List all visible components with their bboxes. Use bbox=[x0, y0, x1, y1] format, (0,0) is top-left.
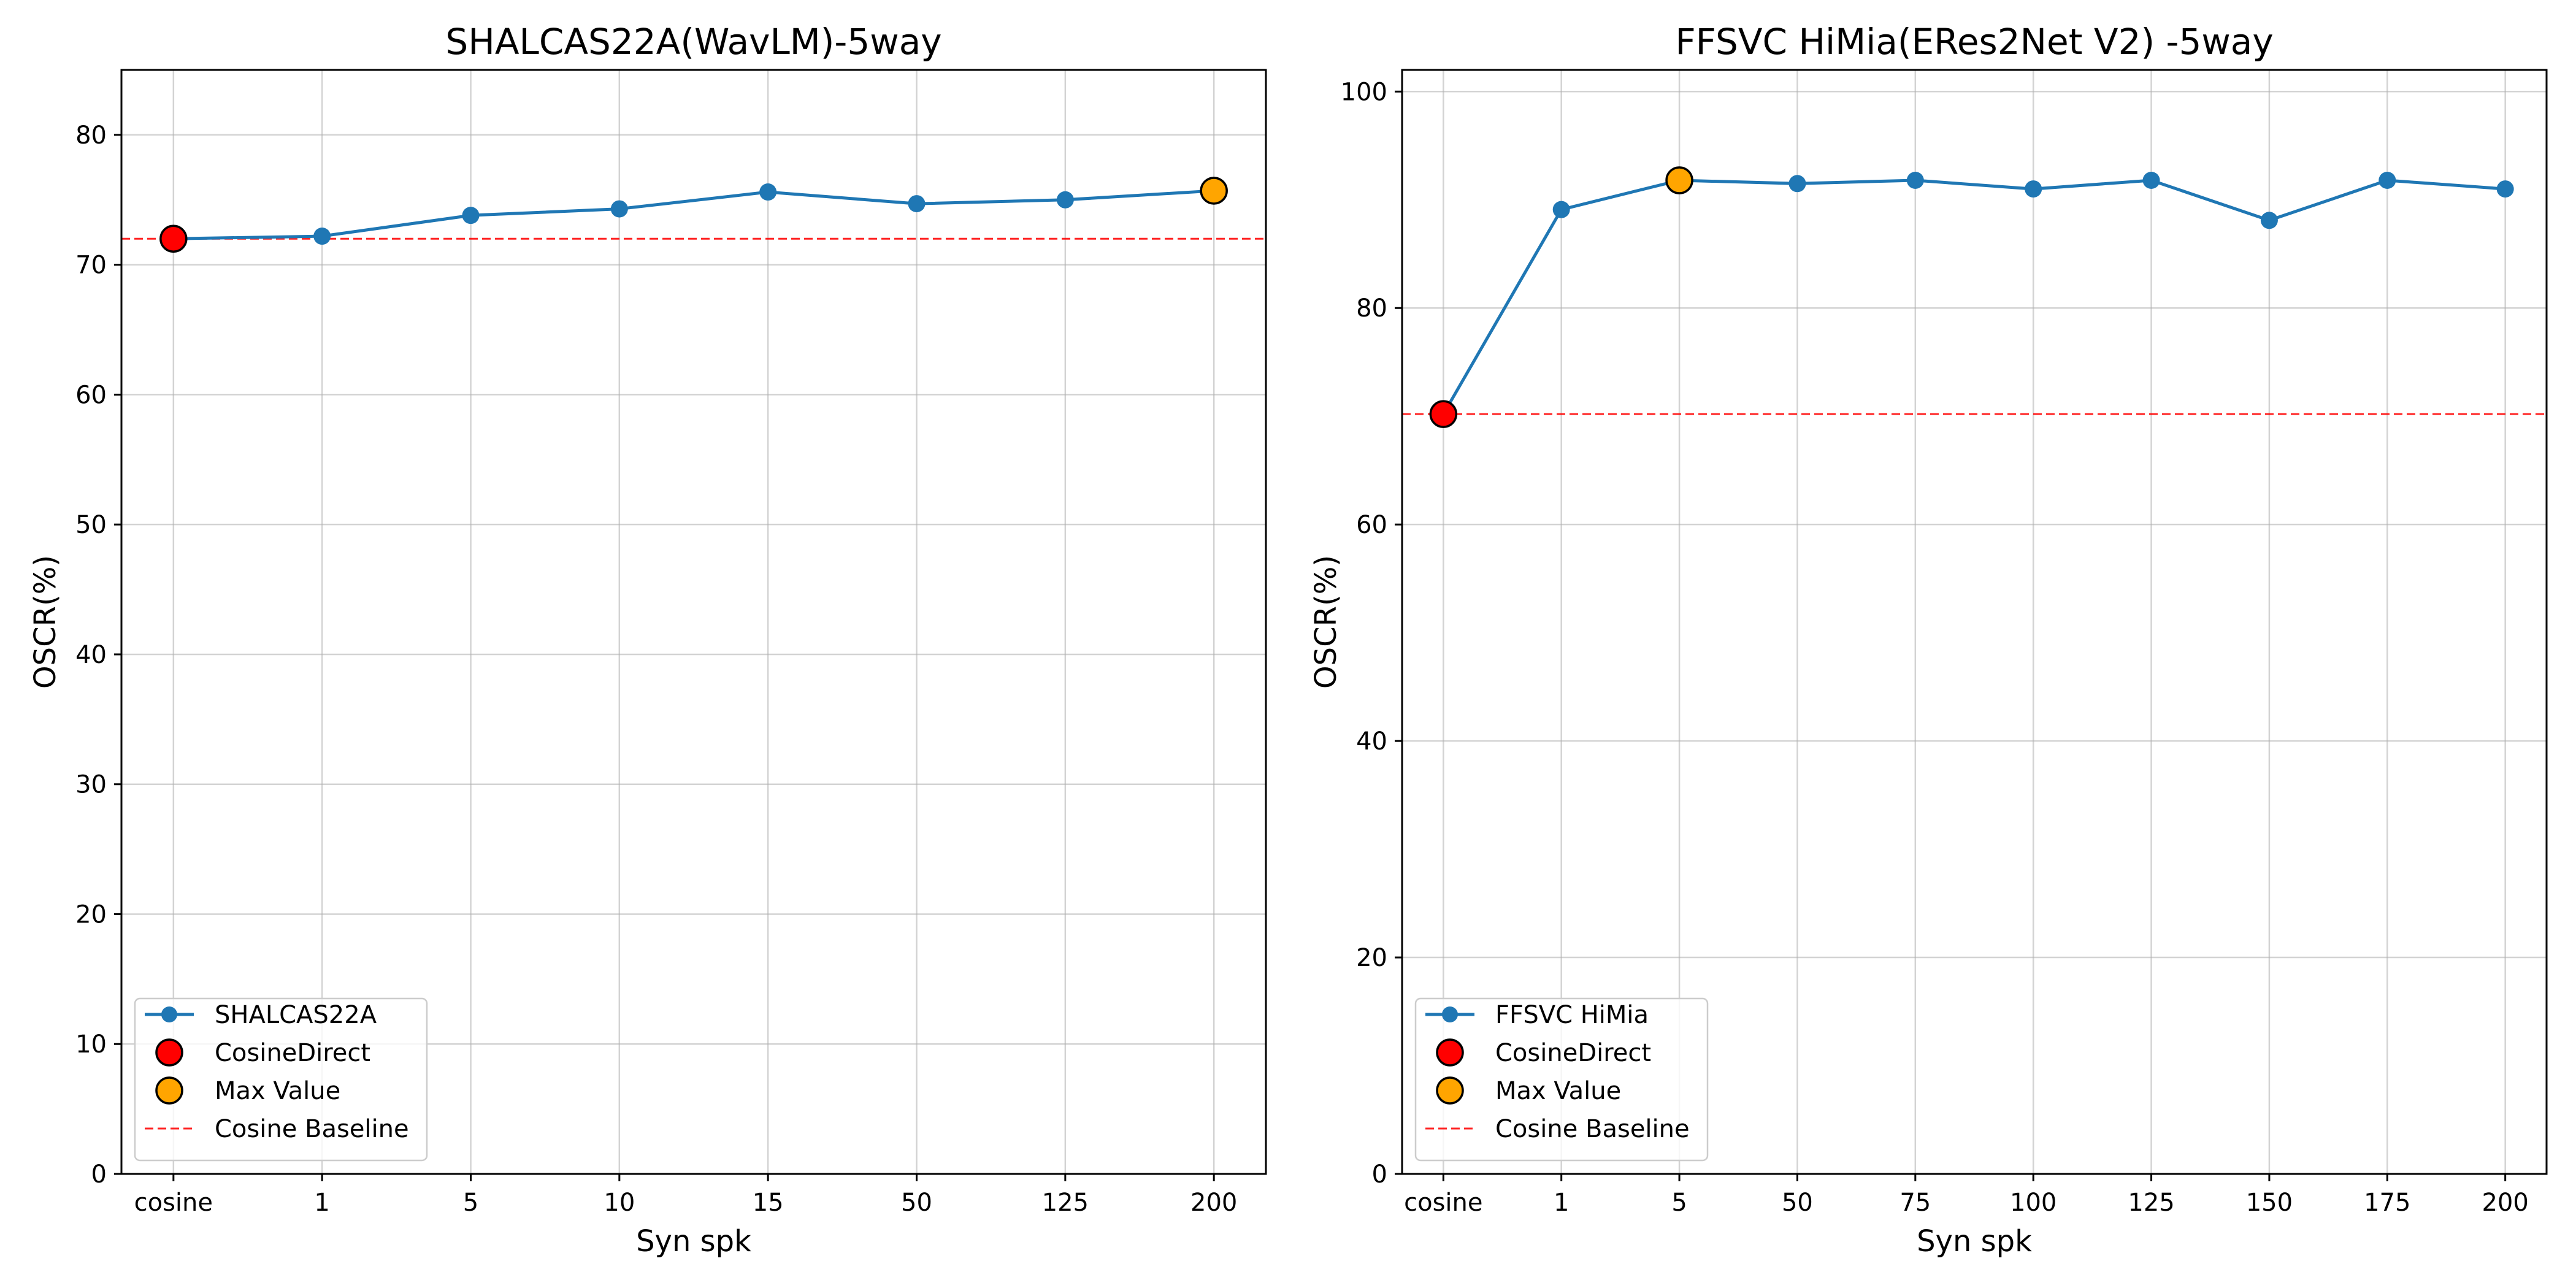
y-tick-label: 0 bbox=[1372, 1160, 1387, 1189]
legend-series-label: SHALCAS22A bbox=[215, 1001, 377, 1029]
series-line bbox=[173, 189, 1214, 240]
legend: SHALCAS22A CosineDirect Max Value Cosine Ba… bbox=[134, 997, 428, 1162]
plot-frame bbox=[120, 69, 1267, 1175]
legend-max-value-label: Max Value bbox=[215, 1077, 340, 1105]
chart-shalcas22a: cosine 1 5 10 15 50 125 20001020304050607080SHA… bbox=[28, 21, 1267, 1259]
x-tick-label: 15 bbox=[753, 1189, 784, 1217]
data-point bbox=[759, 183, 777, 201]
x-axis-label: Syn spk bbox=[636, 1224, 751, 1259]
y-tick-label: 70 bbox=[75, 251, 107, 280]
data-point bbox=[1552, 201, 1570, 218]
x-tick-label: cosine bbox=[134, 1189, 213, 1217]
data-point bbox=[2025, 180, 2042, 198]
data-point bbox=[2260, 212, 2278, 229]
y-tick-label: 20 bbox=[1356, 944, 1387, 972]
chart-ffsvc-himia: cosine 1 5 50 75 100 125 150 175 200 0 20 40 60 80 100 F… bbox=[1309, 21, 2548, 1259]
x-tick-label: 200 bbox=[2482, 1189, 2528, 1217]
data-point bbox=[2379, 172, 2396, 189]
data-point bbox=[1056, 191, 1074, 209]
data-point bbox=[462, 207, 480, 224]
legend-max-value-swatch bbox=[155, 1076, 183, 1105]
legend: FFSVC HiMia CosineDirect Max Value Cosine B… bbox=[1414, 997, 1709, 1162]
y-tick-label: 50 bbox=[75, 511, 107, 539]
x-tick-label: 150 bbox=[2246, 1189, 2293, 1217]
chart-title: FFSVC HiMia(ERes2Net V2) -5way bbox=[1675, 21, 2273, 63]
chart-title: SHALCAS22A(WavLM)-5way bbox=[445, 21, 941, 63]
legend-series-marker bbox=[161, 1006, 177, 1022]
legend-cosine-direct-label: CosineDirect bbox=[215, 1039, 370, 1067]
max-value-marker bbox=[1665, 166, 1693, 194]
x-axis-label: Syn spk bbox=[1917, 1224, 2032, 1259]
x-tick-label: 5 bbox=[1671, 1189, 1687, 1217]
x-tick-label: 175 bbox=[2364, 1189, 2410, 1217]
series-line bbox=[1442, 178, 2505, 415]
data-point bbox=[1906, 172, 1924, 189]
y-tick-label: 80 bbox=[1356, 294, 1387, 323]
x-tick-label: 10 bbox=[604, 1189, 635, 1217]
y-tick-label: 30 bbox=[75, 771, 107, 799]
legend-baseline-label: Cosine Baseline bbox=[1495, 1115, 1690, 1143]
y-tick-label: 40 bbox=[75, 641, 107, 669]
legend-baseline-label: Cosine Baseline bbox=[215, 1115, 409, 1143]
legend-series-marker bbox=[1442, 1006, 1458, 1022]
data-point bbox=[2496, 180, 2514, 198]
x-tick-label: 200 bbox=[1190, 1189, 1237, 1217]
y-tick-label: 60 bbox=[75, 381, 107, 409]
y-axis-label: OSCR(%) bbox=[28, 555, 63, 689]
legend-max-value-swatch bbox=[1436, 1076, 1464, 1105]
legend-cosine-direct-label: CosineDirect bbox=[1495, 1039, 1651, 1067]
y-tick-label: 60 bbox=[1356, 511, 1387, 539]
y-tick-label: 40 bbox=[1356, 727, 1387, 756]
y-axis-label: OSCR(%) bbox=[1309, 555, 1343, 689]
x-tick-label: 125 bbox=[2128, 1189, 2174, 1217]
x-tick-label: 125 bbox=[1042, 1189, 1089, 1217]
y-tick-label: 10 bbox=[75, 1030, 107, 1059]
x-tick-label: 75 bbox=[1899, 1189, 1931, 1217]
x-tick-label: 5 bbox=[463, 1189, 478, 1217]
cosine-direct-marker bbox=[159, 224, 188, 253]
data-point bbox=[313, 228, 331, 245]
y-tick-label: 100 bbox=[1341, 78, 1387, 106]
data-point bbox=[2142, 172, 2160, 189]
chart-0-grid bbox=[121, 70, 1266, 1175]
legend-box bbox=[1414, 997, 1709, 1162]
cosine-direct-marker bbox=[1429, 400, 1458, 428]
data-point bbox=[1788, 175, 1806, 193]
y-tick-label: 20 bbox=[75, 900, 107, 929]
x-tick-label: 50 bbox=[1782, 1189, 1813, 1217]
legend-cosine-direct-swatch bbox=[1436, 1038, 1464, 1067]
data-point bbox=[908, 195, 926, 213]
legend-max-value-label: Max Value bbox=[1495, 1077, 1621, 1105]
x-tick-label: 100 bbox=[2010, 1189, 2057, 1217]
chart-1-grid bbox=[1402, 70, 2547, 1175]
x-tick-label: 50 bbox=[901, 1189, 932, 1217]
max-value-marker bbox=[1200, 177, 1228, 205]
data-point bbox=[610, 200, 628, 218]
legend-series-label: FFSVC HiMia bbox=[1495, 1001, 1649, 1029]
x-tick-label: cosine bbox=[1404, 1189, 1482, 1217]
y-tick-label: 0 bbox=[91, 1160, 107, 1189]
x-tick-label: 1 bbox=[1554, 1189, 1569, 1217]
legend-box bbox=[134, 997, 428, 1162]
x-tick-label: 1 bbox=[314, 1189, 329, 1217]
plot-frame bbox=[1401, 69, 2548, 1175]
legend-cosine-direct-swatch bbox=[155, 1038, 183, 1067]
y-tick-label: 80 bbox=[75, 121, 107, 150]
